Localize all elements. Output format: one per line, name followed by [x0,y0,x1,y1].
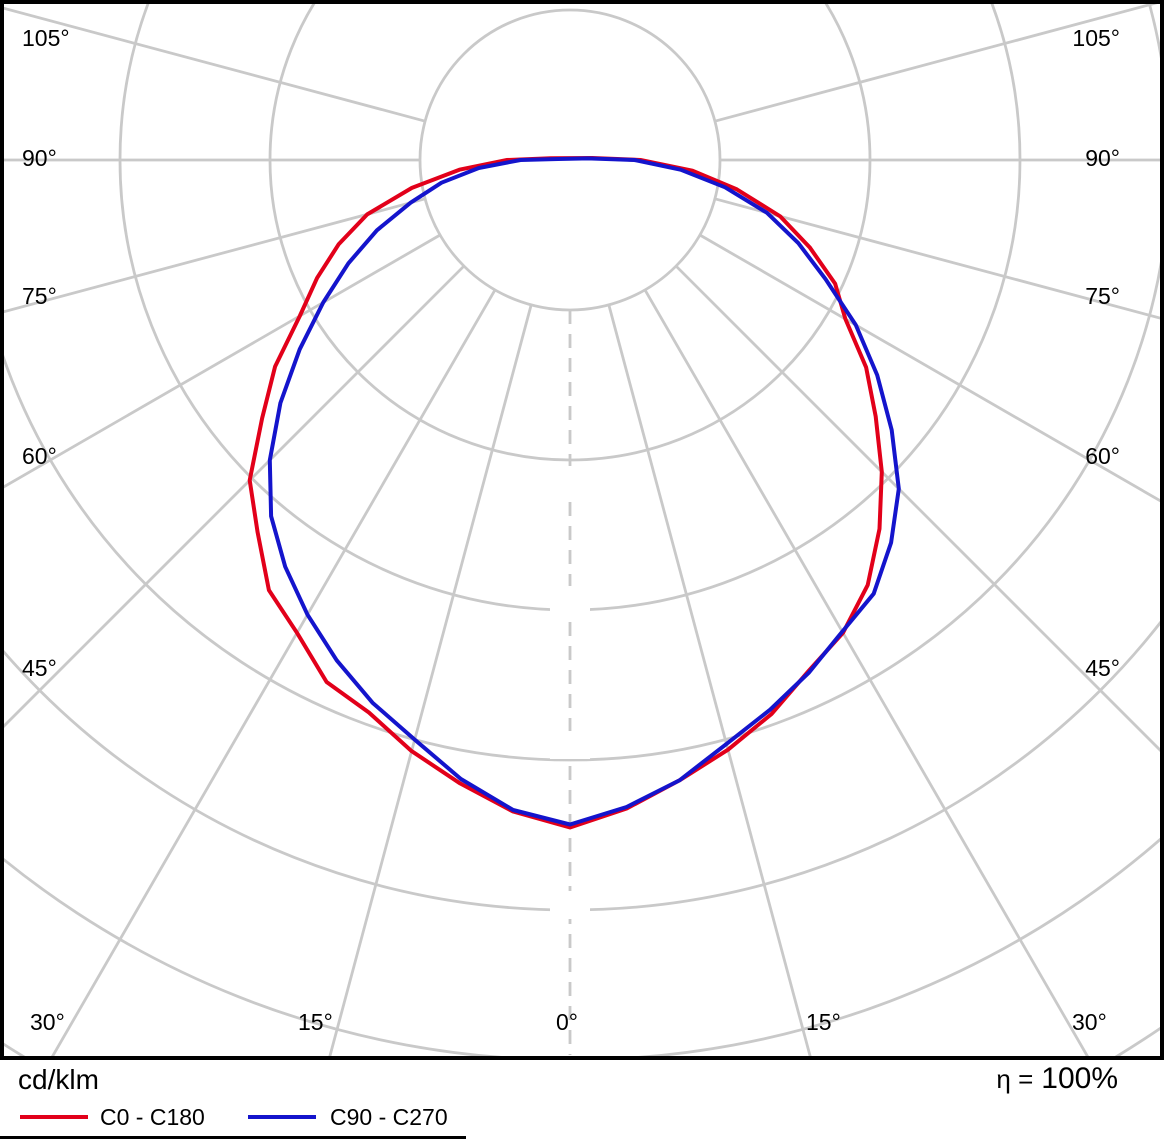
legend-label-c0-c180: C0 - C180 [100,1104,205,1130]
legend-underline [0,1136,466,1139]
angle-label-bottom: 15° [298,1009,333,1035]
curve-c90-c270 [267,156,901,827]
angle-label-left: 45° [22,655,57,681]
units-label: cd/klm [18,1064,99,1095]
angle-label-bottom: 15° [806,1009,841,1035]
angle-label-left: 105° [22,25,70,51]
polar-chart-canvas: 105° 90° 75° 60° 45° 105° 90° 75° 60° 45° 30° 15° 0°… [0,0,1164,1060]
legend-swatch-c90 [248,1115,316,1119]
angle-label-right: 60° [1085,443,1120,469]
curve-c0-c180 [247,156,884,830]
angle-label-right: 75° [1085,283,1120,309]
angle-label-right: 45° [1085,655,1120,681]
angle-label-bottom: 30° [30,1009,65,1035]
eta-symbol: η = [996,1064,1034,1094]
legend-label-c90-c270: C90 - C270 [330,1104,448,1130]
angle-label-left: 75° [22,283,57,309]
eta-value: 100% [1041,1062,1118,1095]
legend-swatch-c0 [20,1115,88,1119]
efficiency-readout: η = 100% [996,1062,1118,1096]
angle-label-bottom: 30° [1072,1009,1107,1035]
angle-label-left: 90° [22,145,57,171]
angle-label-bottom: 0° [556,1009,578,1035]
angle-label-right: 105° [1072,25,1120,51]
angle-label-right: 90° [1085,145,1120,171]
angle-label-left: 60° [22,443,57,469]
chart-border [0,0,1164,1060]
angle-labels: 105° 90° 75° 60° 45° 105° 90° 75° 60° 45° 30° 15° 0°… [22,25,1120,1035]
